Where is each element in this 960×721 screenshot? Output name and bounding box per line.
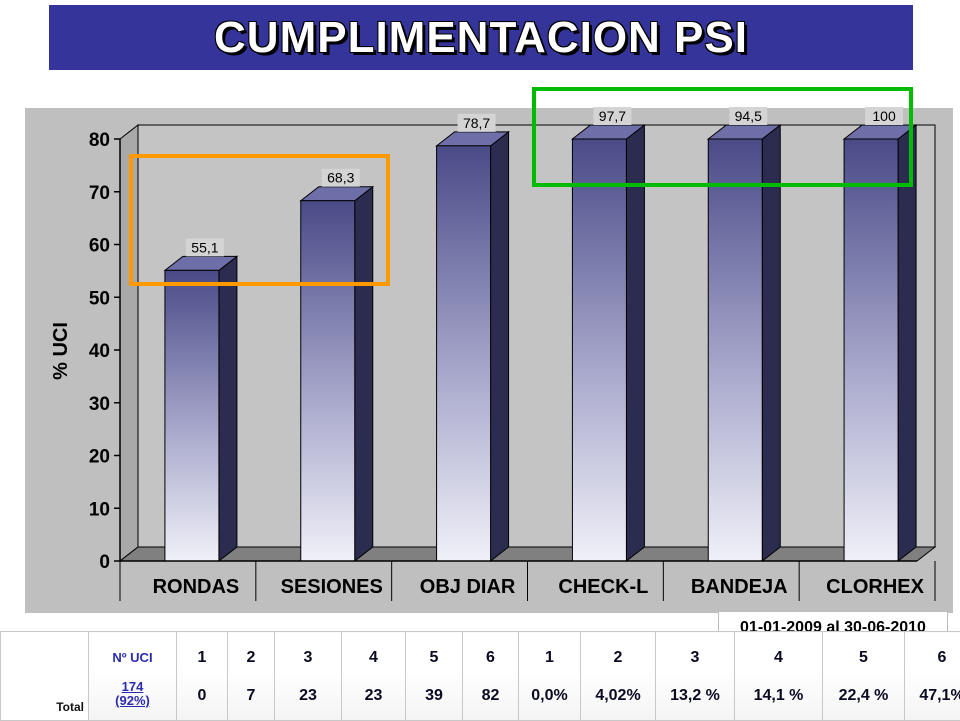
y-tick-label: 0 [99, 552, 110, 573]
bar-value-label: 97,7 [599, 108, 626, 124]
total-cell: Total [1, 632, 89, 721]
chart-floor [120, 547, 935, 561]
table-header-cell: 3 [656, 632, 734, 676]
table-value-cell: 0 [177, 676, 227, 720]
bar-side [626, 125, 644, 561]
x-tick-label: BANDEJA [691, 576, 788, 598]
table-header-cell: 5 [406, 632, 462, 676]
uci-cell: Nº UCI 174 (92%) [89, 632, 177, 721]
x-tick-label: RONDAS [153, 576, 240, 598]
bar-value-label: 68,3 [327, 170, 354, 186]
y-tick-label: 80 [89, 130, 110, 151]
table-header-cell: 6 [905, 632, 960, 676]
y-tick-label: 50 [89, 288, 110, 309]
table-value-cell: 14,1 % [735, 676, 822, 720]
bar [437, 146, 491, 561]
bar-value-label: 55,1 [191, 239, 218, 255]
table-value-cell: 0,0% [519, 676, 580, 720]
bar-side [491, 132, 509, 561]
bar-side [762, 125, 780, 561]
chart-panel: 0 10 20 30 40 50 60 70 80 % UCI 55,1 RONDAS 68,3 SESI… [25, 108, 953, 613]
table-cell: 647,1% [905, 632, 960, 721]
bar-side [219, 256, 237, 561]
table-header-cell: 2 [228, 632, 274, 676]
bar [572, 139, 626, 561]
y-tick-label: 60 [89, 236, 110, 257]
uci-percent: (92%) [115, 693, 150, 708]
table-header-cell: 3 [275, 632, 341, 676]
y-axis-title: % UCI [50, 322, 72, 380]
y-tick-label: 70 [89, 183, 110, 204]
x-tick-label: CLORHEX [826, 576, 924, 598]
y-tick-label: 40 [89, 341, 110, 362]
bar-value-label: 100 [872, 108, 896, 124]
table-header-cell: 5 [823, 632, 904, 676]
page-title: CUMPLIMENTACION PSI [214, 13, 748, 63]
uci-header: Nº UCI [112, 650, 152, 665]
table-value-cell: 13,2 % [656, 676, 734, 720]
table-header-cell: 1 [519, 632, 580, 676]
title-banner: CUMPLIMENTACION PSI [49, 5, 913, 70]
bar [301, 201, 355, 561]
bar-side [898, 125, 916, 561]
y-tick-label: 10 [89, 499, 110, 520]
table-header-cell: 6 [463, 632, 518, 676]
table-value-cell: 23 [275, 676, 341, 720]
table-value-cell: 39 [406, 676, 462, 720]
bar [165, 270, 219, 561]
table-value-cell: 47,1% [905, 676, 960, 720]
bar [708, 139, 762, 561]
x-tick-label: OBJ DIAR [420, 576, 516, 598]
table-value-cell: 23 [342, 676, 405, 720]
table-header-cell: 4 [342, 632, 405, 676]
table-value-cell: 82 [463, 676, 518, 720]
table-header-cell: 1 [177, 632, 227, 676]
chart-back-wall [138, 125, 935, 547]
x-tick-label: CHECK-L [558, 576, 648, 598]
x-tick-label: SESIONES [281, 576, 383, 598]
table-value-cell: 7 [228, 676, 274, 720]
bar [844, 139, 898, 561]
uci-count: 174 [122, 679, 144, 694]
bar-chart: 0 10 20 30 40 50 60 70 80 % UCI 55,1 RONDAS 68,3 SESI… [25, 108, 953, 613]
y-tick-label: 20 [89, 447, 110, 468]
total-label: Total [56, 700, 84, 714]
bar-value-label: 78,7 [463, 115, 490, 131]
bar-value-label: 94,5 [735, 108, 762, 124]
y-tick-label: 30 [89, 394, 110, 415]
table-header-cell: 2 [581, 632, 655, 676]
bar-side [355, 187, 373, 561]
table-value-cell: 4,02% [581, 676, 655, 720]
table-header-cell: 4 [735, 632, 822, 676]
table-value-cell: 22,4 % [823, 676, 904, 720]
